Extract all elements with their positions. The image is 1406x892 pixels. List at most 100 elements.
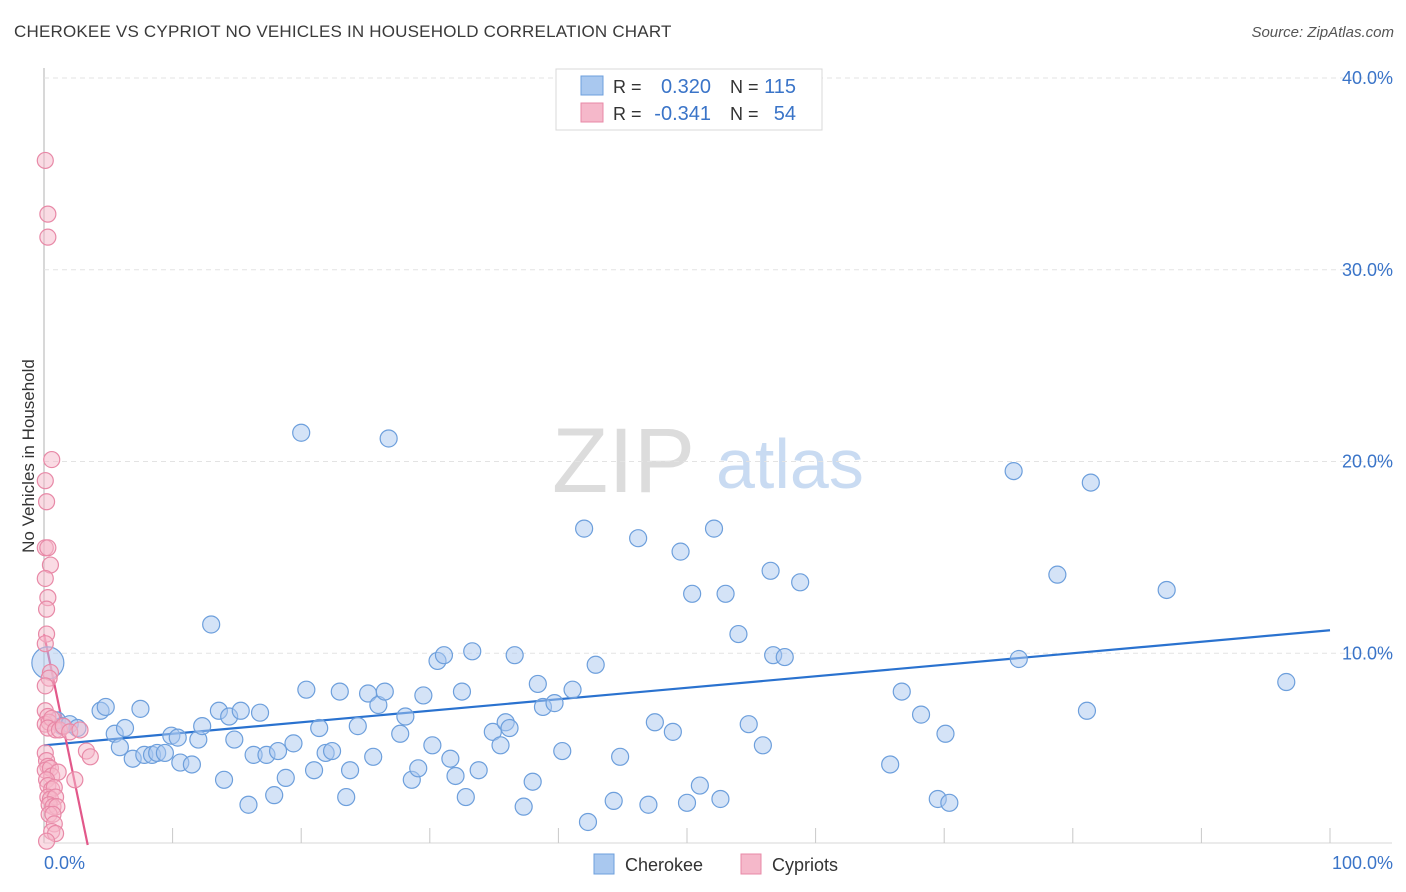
cherokee-point [115, 718, 135, 738]
cherokee-point [1009, 649, 1028, 669]
cherokee-point [250, 703, 270, 722]
cherokee-point [671, 542, 690, 561]
cherokee-point [663, 722, 682, 741]
bottom-legend-label-cypriots: Cypriots [772, 855, 838, 875]
cherokee-point [611, 747, 630, 766]
cypriot-point [71, 721, 89, 739]
cherokee-point [239, 795, 258, 814]
cherokee-point [505, 646, 524, 665]
legend-n-value-cypriots: 54 [774, 103, 796, 125]
bottom-legend-swatch-cypriots [740, 853, 762, 875]
cherokee-point [310, 718, 329, 738]
cherokee-point [225, 730, 244, 749]
cherokee-point [340, 761, 360, 780]
series-legend: Cherokee Cypriots [593, 853, 838, 875]
legend-r-value-cherokee: 0.320 [661, 76, 711, 98]
chart-title: CHEROKEE VS CYPRIOT NO VEHICLES IN HOUSE… [14, 22, 672, 41]
cherokee-point [182, 755, 201, 774]
cherokee-point [1077, 701, 1097, 720]
cypriot-point [36, 151, 54, 170]
cherokee-point [364, 747, 383, 766]
cherokee-point [168, 728, 187, 747]
cypriot-point [39, 228, 57, 246]
cherokee-point [936, 724, 955, 743]
bottom-legend-swatch-cherokee [593, 853, 615, 875]
cherokee-point [575, 519, 594, 538]
cherokee-point [1277, 672, 1296, 692]
legend-n-label-cherokee: N = [730, 77, 759, 97]
cherokee-point [337, 787, 356, 807]
cherokee-point [155, 743, 174, 763]
legend-swatch-cypriots [580, 102, 604, 123]
cherokee-point [110, 738, 129, 757]
cherokee-point [409, 759, 428, 778]
cherokee-point [463, 642, 482, 661]
cherokee-point [491, 736, 510, 755]
cypriot-point [81, 748, 99, 766]
cherokee-point [1004, 461, 1023, 481]
cherokee-point [578, 812, 598, 832]
legend-r-value-cypriots: -0.341 [654, 103, 711, 125]
x-tick-label-max: 100.0% [1332, 853, 1393, 873]
cherokee-point [276, 768, 295, 787]
cherokee-point [881, 755, 900, 774]
cherokee-point [545, 694, 564, 713]
cherokee-point [375, 682, 394, 701]
cherokee-point [268, 741, 288, 761]
y-tick-label: 30.0% [1342, 260, 1393, 280]
cherokee-point [645, 713, 664, 732]
cherokee-point [586, 655, 605, 674]
cherokee-point [500, 718, 519, 738]
cherokee-point [391, 724, 410, 743]
cherokee-point [791, 573, 810, 592]
cherokee-point [131, 699, 150, 718]
cherokee-point [193, 717, 212, 736]
cherokee-point [441, 749, 460, 768]
cypriot-point [36, 677, 54, 695]
cherokee-point [775, 647, 794, 667]
cypriot-point [36, 472, 54, 490]
legend-r-label-cherokee: R = [613, 77, 642, 97]
cherokee-point [292, 423, 311, 442]
source-label: Source: ZipAtlas.com [1251, 24, 1394, 41]
cherokee-point [330, 682, 349, 701]
cherokee-point [214, 770, 234, 789]
cherokee-point [265, 786, 284, 805]
cherokee-point [716, 584, 735, 603]
cherokee-point [528, 674, 547, 694]
cherokee-point [940, 793, 959, 812]
cypriot-point [37, 600, 56, 618]
cherokee-point [639, 795, 658, 814]
cherokee-point [514, 797, 533, 816]
cherokee-point [396, 707, 415, 726]
cherokee-point [690, 776, 709, 795]
cherokee-point [297, 680, 316, 699]
y-tick-label: 40.0% [1342, 68, 1393, 88]
y-axis-label: No Vehicles in Household [19, 359, 38, 553]
cherokee-point [729, 624, 748, 644]
legend-swatch-cherokee [580, 75, 604, 96]
cherokee-point [711, 789, 730, 809]
cypriot-point [36, 635, 54, 653]
cherokee-point [892, 682, 911, 701]
cherokee-point [96, 697, 115, 717]
cherokee-point [452, 682, 472, 701]
cherokee-point [1081, 473, 1100, 492]
cherokee-point [348, 717, 367, 736]
cherokee-point [911, 705, 931, 724]
cherokee-point [563, 680, 582, 699]
legend-r-label-cypriots: R = [613, 104, 642, 124]
cypriot-point [37, 493, 56, 511]
cherokee-point [423, 736, 442, 755]
cherokee-point [1048, 565, 1067, 584]
cypriot-point [37, 832, 56, 850]
cherokee-point [553, 741, 572, 761]
cherokee-point [604, 791, 623, 810]
y-tick-label: 10.0% [1342, 643, 1393, 663]
cherokee-point [469, 761, 488, 780]
cherokee-point [753, 736, 772, 755]
stats-legend: R = 0.320 N = 115 R = -0.341 N = 54 [555, 68, 823, 131]
cherokee-point [1157, 580, 1176, 600]
cypriot-point [39, 539, 57, 557]
